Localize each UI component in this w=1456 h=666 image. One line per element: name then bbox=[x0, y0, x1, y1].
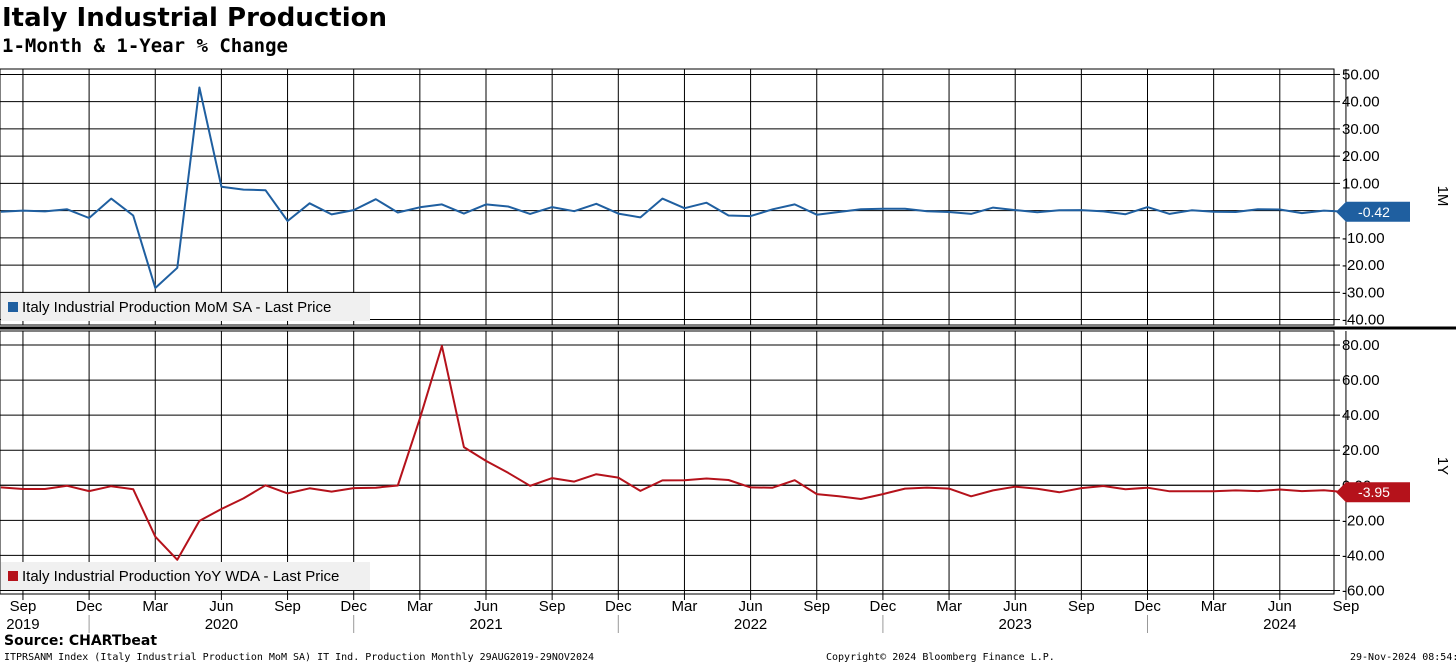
legend-swatch bbox=[8, 571, 18, 581]
x-month-label: Mar bbox=[672, 598, 698, 615]
timestamp-note: 29-Nov-2024 08:54:33 bbox=[1350, 652, 1456, 663]
y-tick-label: 20.00 bbox=[1342, 442, 1380, 459]
plot-frame-1M bbox=[0, 68, 1335, 326]
x-month-label: Sep bbox=[803, 598, 830, 615]
x-month-label: Sep bbox=[1333, 598, 1360, 615]
x-month-label: Dec bbox=[340, 598, 367, 615]
x-year-label: 2023 bbox=[999, 616, 1032, 633]
y-tick-label: -40.00 bbox=[1342, 312, 1385, 329]
legend-entry: Italy Industrial Production YoY WDA - La… bbox=[22, 568, 339, 585]
y-tick-label: -20.00 bbox=[1342, 257, 1385, 274]
copyright-note: Copyright© 2024 Bloomberg Finance L.P. bbox=[826, 652, 1055, 663]
panel-tag-1M: 1M bbox=[1434, 186, 1451, 207]
y-tick-label: -30.00 bbox=[1342, 284, 1385, 301]
x-month-label: Sep bbox=[1068, 598, 1095, 615]
source-note: Source: CHARTbeat bbox=[4, 633, 158, 649]
y-tick-label: 20.00 bbox=[1342, 148, 1380, 165]
series-line-1Y bbox=[0, 344, 1347, 561]
y-tick-label: 40.00 bbox=[1342, 407, 1380, 424]
y-tick-label: 10.00 bbox=[1342, 175, 1380, 192]
chart-title: Italy Industrial Production bbox=[2, 3, 387, 33]
y-tick-label: -60.00 bbox=[1342, 582, 1385, 599]
x-month-label: Jun bbox=[209, 598, 233, 615]
x-month-label: Dec bbox=[605, 598, 632, 615]
series-footnote: ITPRSANM Index (Italy Industrial Product… bbox=[4, 652, 595, 663]
x-month-label: Dec bbox=[870, 598, 897, 615]
x-year-label: 2022 bbox=[734, 616, 767, 633]
legend-entry: Italy Industrial Production MoM SA - Las… bbox=[22, 299, 331, 316]
y-tick-label: 80.00 bbox=[1342, 337, 1380, 354]
panel-tag-1Y: 1Y bbox=[1434, 457, 1451, 475]
x-month-label: Sep bbox=[539, 598, 566, 615]
x-month-label: Mar bbox=[142, 598, 168, 615]
x-month-label: Dec bbox=[1134, 598, 1161, 615]
x-month-label: Mar bbox=[936, 598, 962, 615]
x-year-label: 2020 bbox=[205, 616, 238, 633]
x-year-label: 2019 bbox=[6, 616, 39, 633]
legend-box bbox=[1, 562, 370, 590]
x-month-label: Sep bbox=[10, 598, 37, 615]
last-value-label: -0.42 bbox=[1358, 204, 1390, 220]
y-tick-label: 60.00 bbox=[1342, 372, 1380, 389]
last-value-tag bbox=[1336, 201, 1410, 222]
x-month-label: Dec bbox=[76, 598, 103, 615]
x-month-label: Jun bbox=[739, 598, 763, 615]
y-tick-label: 50.00 bbox=[1342, 66, 1380, 83]
y-tick-label: 30.00 bbox=[1342, 121, 1380, 138]
x-month-label: Mar bbox=[1201, 598, 1227, 615]
last-value-label: -3.95 bbox=[1358, 484, 1390, 500]
y-tick-label: 40.00 bbox=[1342, 94, 1380, 111]
x-year-label: 2021 bbox=[469, 616, 502, 633]
x-month-label: Sep bbox=[274, 598, 301, 615]
x-year-label: 2024 bbox=[1263, 616, 1296, 633]
plot-frame-1Y bbox=[0, 330, 1335, 595]
x-month-label: Jun bbox=[474, 598, 498, 615]
y-tick-label: -20.00 bbox=[1342, 512, 1385, 529]
legend-swatch bbox=[8, 302, 18, 312]
x-month-label: Mar bbox=[407, 598, 433, 615]
y-tick-label: -40.00 bbox=[1342, 547, 1385, 564]
series-line-1M bbox=[0, 86, 1347, 289]
last-value-tag bbox=[1336, 482, 1410, 503]
x-month-label: Jun bbox=[1268, 598, 1292, 615]
y-tick-label: -10.00 bbox=[1342, 230, 1385, 247]
x-month-label: Jun bbox=[1003, 598, 1027, 615]
chart-subtitle: 1-Month & 1-Year % Change bbox=[2, 35, 288, 57]
legend-box bbox=[1, 293, 370, 321]
